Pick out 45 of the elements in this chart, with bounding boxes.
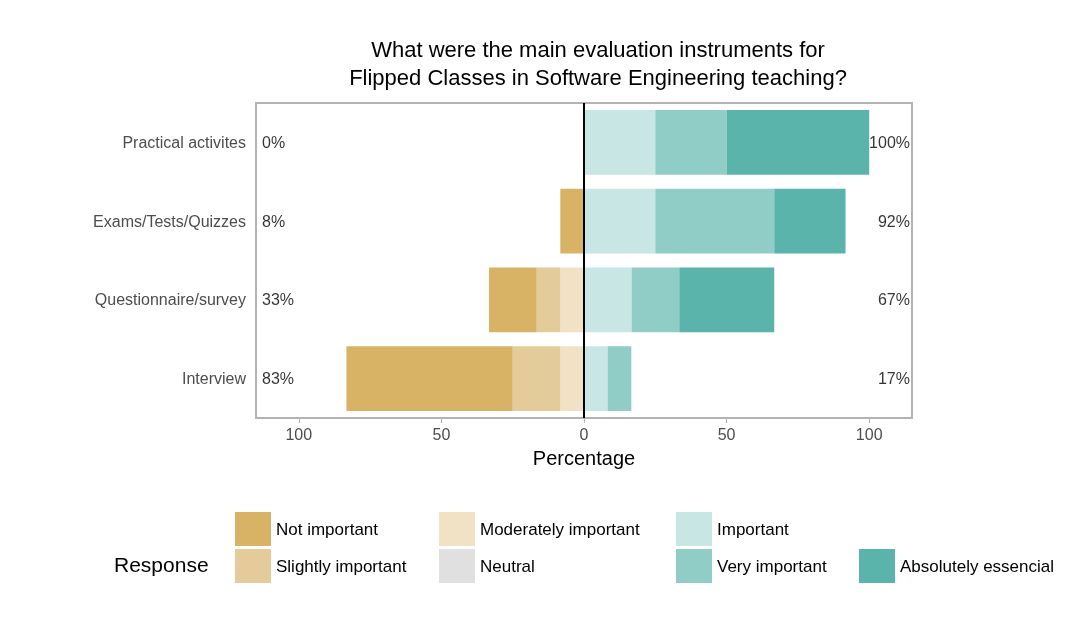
bar [584, 110, 656, 175]
annotation: 8% [262, 212, 286, 230]
annotation: 33% [262, 291, 295, 309]
bar [631, 267, 680, 333]
y-tick-label: Interview [181, 370, 247, 388]
x-tick-label: 50 [717, 425, 736, 443]
bar [584, 267, 632, 333]
x-tick-label: 50 [432, 425, 451, 443]
legend-label: Important [717, 519, 790, 539]
x-tick-label: 100 [855, 425, 883, 443]
bar [512, 346, 561, 411]
annotation: 100% [869, 133, 910, 151]
legend-label: Absolutely essencial [900, 556, 1055, 576]
legend-label: Not important [276, 519, 379, 539]
bar [726, 110, 870, 175]
bar [560, 267, 584, 333]
x-tick-label: 0 [579, 425, 589, 443]
legend-label: Moderately important [480, 519, 640, 539]
bar [489, 267, 537, 333]
legend-label: Very important [717, 556, 827, 576]
bar [560, 346, 584, 411]
bar [679, 267, 775, 333]
bar [536, 267, 561, 333]
bar [655, 110, 727, 175]
bar [584, 188, 656, 254]
annotation: 92% [877, 212, 910, 230]
x-tick-label: 100 [285, 425, 313, 443]
chart-title: What were the main evaluation instruments for Flipped Classes in Software Engineering teaching? [349, 36, 847, 90]
annotation: 83% [262, 370, 295, 388]
bar [774, 188, 846, 254]
x-axis-title: Percentage [532, 447, 636, 469]
legend-label: Neutral [480, 556, 535, 576]
y-tick-label: Questionnaire/survey [94, 291, 246, 309]
bar [607, 346, 632, 411]
bar [655, 188, 775, 254]
bar [346, 346, 513, 411]
annotation: 67% [877, 291, 910, 309]
y-tick-label: Exams/Tests/Quizzes [93, 212, 246, 230]
annotation: 0% [262, 133, 286, 151]
y-tick-label: Practical activites [122, 133, 246, 151]
bar [584, 346, 608, 411]
annotation: 17% [877, 370, 910, 388]
legend-label: Slightly important [276, 556, 407, 576]
bar [560, 188, 584, 254]
legend-title: Response [114, 553, 209, 576]
